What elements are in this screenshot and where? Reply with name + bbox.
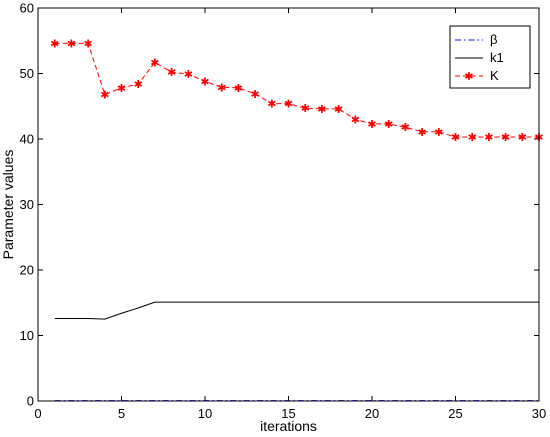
data-point-K: ✱ — [217, 81, 226, 94]
data-point-K: ✱ — [50, 37, 59, 50]
data-point-K: ✱ — [334, 103, 343, 116]
legend-label-k1: k1 — [490, 50, 504, 65]
y-tick-label: 20 — [20, 263, 34, 278]
data-point-K: ✱ — [200, 75, 209, 88]
data-point-K: ✱ — [267, 98, 276, 111]
data-point-K: ✱ — [451, 131, 460, 144]
data-point-K: ✱ — [367, 118, 376, 131]
y-tick-label: 50 — [20, 66, 34, 81]
data-point-K: ✱ — [134, 78, 143, 91]
data-point-K: ✱ — [234, 82, 243, 95]
data-point-K: ✱ — [401, 121, 410, 134]
data-point-K: ✱ — [518, 131, 527, 144]
data-point-K: ✱ — [184, 68, 193, 81]
data-point-K: ✱ — [167, 66, 176, 79]
y-tick-label: 60 — [20, 1, 34, 16]
legend-label-beta: β — [490, 32, 497, 47]
data-point-K: ✱ — [484, 131, 493, 144]
legend-box — [449, 25, 531, 89]
data-point-K: ✱ — [301, 102, 310, 115]
y-tick-label: 30 — [20, 197, 34, 212]
data-point-K: ✱ — [67, 37, 76, 50]
y-tick-label: 40 — [20, 132, 34, 147]
x-tick-label: 10 — [198, 406, 212, 421]
x-tick-label: 0 — [34, 406, 41, 421]
data-point-K: ✱ — [434, 126, 443, 139]
series-line-k1 — [54, 301, 539, 320]
x-tick-label: 15 — [281, 406, 295, 421]
data-point-K: ✱ — [250, 88, 259, 101]
data-point-K: ✱ — [317, 103, 326, 116]
y-tick-label: 0 — [27, 394, 34, 409]
data-point-K: ✱ — [100, 88, 109, 101]
data-point-K: ✱ — [501, 131, 510, 144]
y-tick-label: 10 — [20, 328, 34, 343]
y-axis-label: Parameter values — [0, 150, 16, 260]
axes-frame — [37, 7, 540, 402]
series-line-K — [54, 42, 539, 138]
data-point-K: ✱ — [150, 56, 159, 69]
x-tick-label: 25 — [448, 406, 462, 421]
legend-label-K: K — [490, 68, 499, 83]
legend-entry-K: ✱ K — [455, 68, 499, 83]
data-point-K: ✱ — [83, 37, 92, 50]
data-point-K: ✱ — [468, 131, 477, 144]
legend-entry-beta: β — [455, 32, 497, 47]
data-point-K: ✱ — [417, 126, 426, 139]
legend-marker-K: ✱ — [464, 70, 473, 83]
x-tick-label: 5 — [118, 406, 125, 421]
x-tick-label: 30 — [532, 406, 546, 421]
data-point-K: ✱ — [384, 118, 393, 131]
legend: β k1 ✱ K — [449, 25, 531, 89]
x-tick-label: 20 — [365, 406, 379, 421]
data-point-K: ✱ — [351, 113, 360, 126]
legend-entry-k1: k1 — [455, 50, 504, 65]
data-point-K: ✱ — [284, 98, 293, 111]
x-axis-label: iterations — [260, 418, 317, 434]
data-point-K: ✱ — [117, 82, 126, 95]
